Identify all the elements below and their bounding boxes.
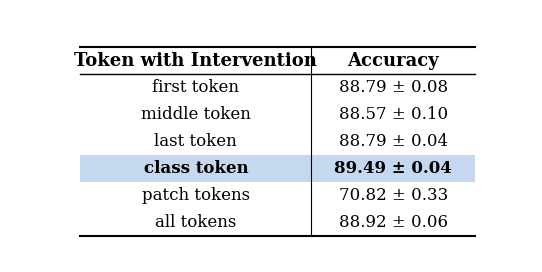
Text: 88.79 ± 0.04: 88.79 ± 0.04 [339, 133, 448, 150]
FancyBboxPatch shape [80, 155, 475, 182]
Text: all tokens: all tokens [155, 214, 236, 231]
Text: Accuracy: Accuracy [347, 52, 439, 70]
Text: 88.79 ± 0.08: 88.79 ± 0.08 [339, 79, 448, 96]
Text: class token: class token [144, 160, 248, 177]
Text: 89.49 ± 0.04: 89.49 ± 0.04 [334, 160, 452, 177]
Text: middle token: middle token [141, 106, 251, 123]
Text: first token: first token [152, 79, 240, 96]
Text: 88.57 ± 0.10: 88.57 ± 0.10 [339, 106, 448, 123]
Text: 88.92 ± 0.06: 88.92 ± 0.06 [339, 214, 448, 231]
Text: Token with Intervention: Token with Intervention [74, 52, 317, 70]
Text: patch tokens: patch tokens [142, 187, 250, 204]
Text: last token: last token [154, 133, 237, 150]
Text: 70.82 ± 0.33: 70.82 ± 0.33 [339, 187, 448, 204]
